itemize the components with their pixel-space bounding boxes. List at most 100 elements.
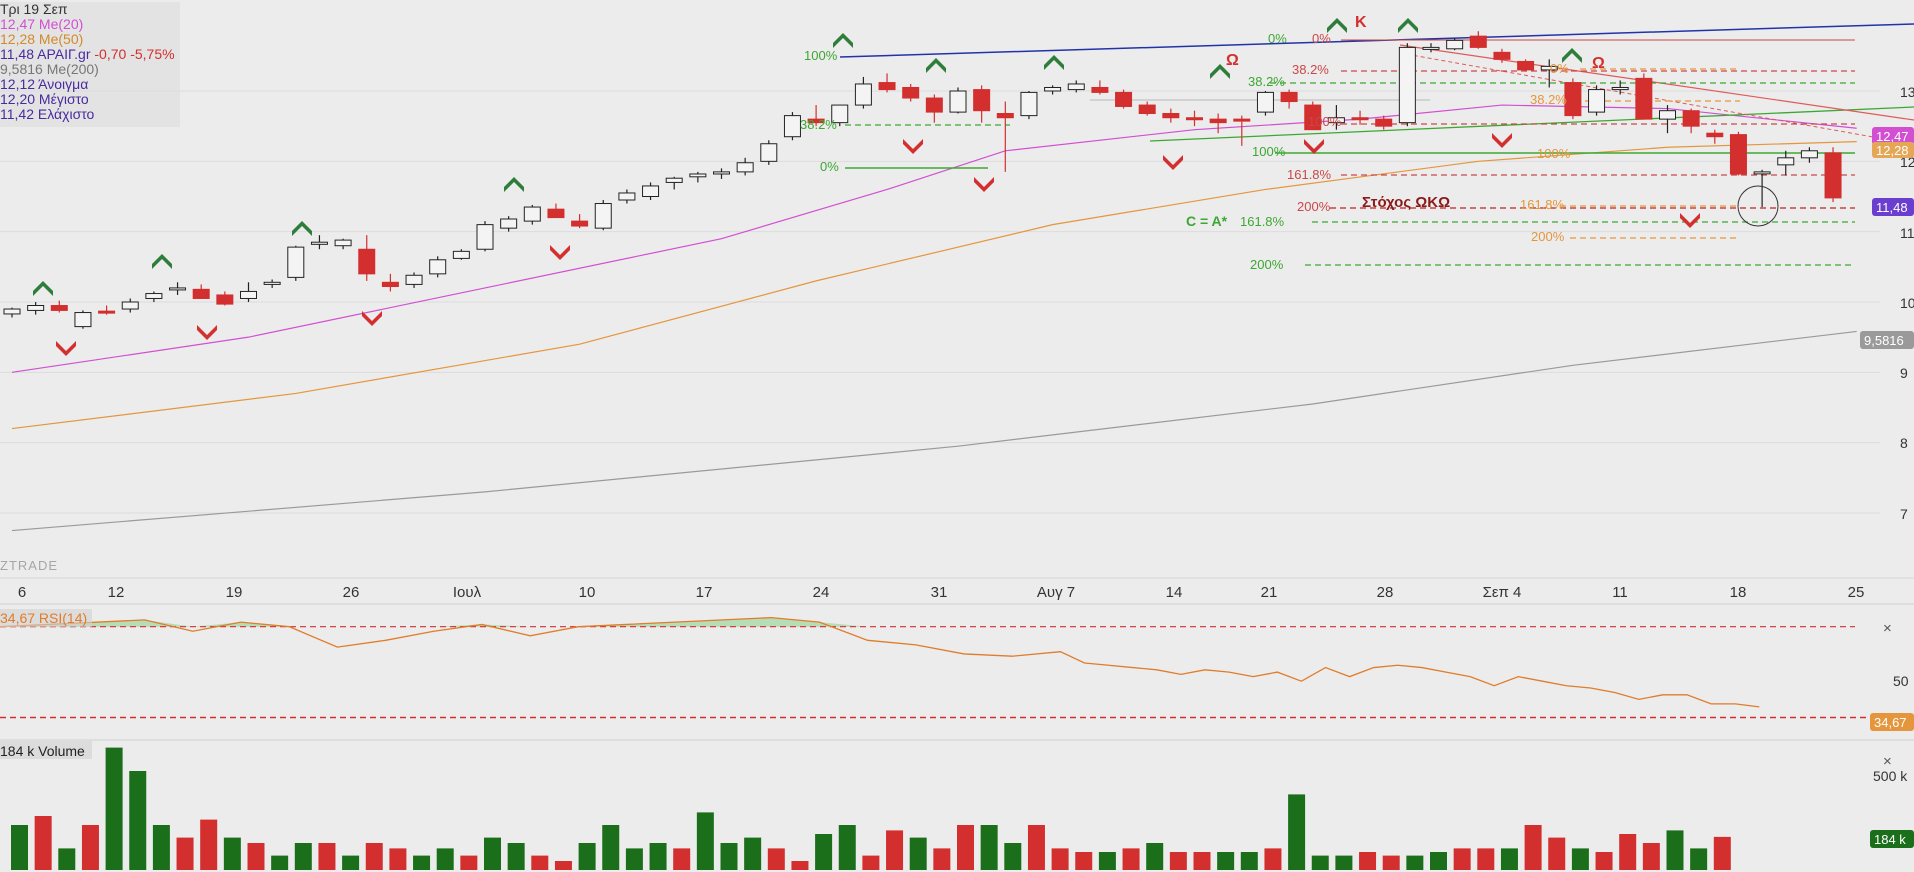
candle-2 <box>50 300 68 313</box>
signal-down-chevron <box>903 139 923 154</box>
volume-bar-50 <box>1193 852 1211 870</box>
candle-body <box>334 239 352 247</box>
signal-up-chevron <box>926 58 946 73</box>
candle-76 <box>1800 147 1818 163</box>
legend-date: Τρι 19 Σεπ <box>0 1 68 17</box>
candle-72 <box>1706 129 1724 144</box>
volume-bar-17 <box>413 855 431 870</box>
candle-body <box>1777 157 1795 166</box>
candle-30 <box>713 168 730 179</box>
signal-up-chevron <box>1398 18 1418 33</box>
candle-body <box>98 310 116 314</box>
moving-averages <box>11 104 1857 532</box>
fib-d-382: 38.2% <box>1530 92 1567 107</box>
volume-bar-32 <box>767 848 785 870</box>
ma20-badge: 12,47 <box>1876 129 1909 144</box>
candle-61 <box>1446 38 1464 51</box>
candle-36 <box>854 76 872 109</box>
time-label-9: Αυγ 7 <box>1037 584 1075 601</box>
price-tick-10: 10 <box>1900 295 1914 311</box>
k-label: K <box>1355 14 1367 31</box>
candle-body <box>996 113 1014 119</box>
volume-bar-25 <box>602 825 620 870</box>
ma20-badge-bg <box>1872 127 1914 145</box>
candle-32 <box>760 140 778 165</box>
volume-bar-42 <box>1004 843 1022 870</box>
time-label-12: 28 <box>1377 584 1394 601</box>
candle-body <box>1280 91 1298 103</box>
candle-33 <box>783 112 801 141</box>
candle-body <box>713 171 730 175</box>
candle-body <box>3 308 21 315</box>
signal-down-chevron <box>1680 213 1700 228</box>
candle-body <box>1209 118 1227 124</box>
candle-14 <box>334 238 352 250</box>
candle-body <box>27 305 45 311</box>
volume-close-button[interactable]: × <box>1883 753 1892 770</box>
candle-body <box>1186 117 1203 121</box>
ma200-badge: 9,5816 <box>1864 333 1904 348</box>
volume-bar-71 <box>1690 848 1708 870</box>
rsi-line <box>0 616 1760 708</box>
time-label-0: 6 <box>18 584 26 601</box>
fib-d-200: 200% <box>1531 229 1565 244</box>
signal-down-chevron <box>1492 133 1512 148</box>
candle-body <box>1398 46 1416 124</box>
candle-0 <box>3 307 21 318</box>
sell-signal-7 <box>1304 139 1324 154</box>
volume-bar-22 <box>531 855 549 870</box>
fib-b-labels: 0% 38.2% 100% 161.8% 200% <box>1240 31 1287 272</box>
fib-c-100: 100% <box>1308 114 1342 129</box>
price-tick-8: 8 <box>1900 435 1908 451</box>
volume-bar-12 <box>294 843 312 870</box>
candle-body <box>1162 113 1180 119</box>
time-label-14: 11 <box>1612 584 1628 601</box>
volume-bar-15 <box>365 843 383 870</box>
watermark: ZTRADE <box>0 558 58 573</box>
candle-12 <box>287 245 305 281</box>
volume-bar-0 <box>11 825 28 870</box>
price-badges: 12,47 12,28 11,48 9,5816 <box>1860 127 1914 349</box>
signal-up-chevron <box>504 177 524 192</box>
volume-bar-31 <box>744 837 762 870</box>
volume-bar-20 <box>484 837 501 870</box>
candle-22 <box>523 204 541 225</box>
volume-bar-38 <box>909 837 927 870</box>
ma200-line <box>11 330 1857 532</box>
volume-bar-14 <box>342 855 360 870</box>
volume-bar-70 <box>1666 830 1684 870</box>
candle-17 <box>405 272 423 288</box>
candle-body <box>1233 118 1251 122</box>
sell-signal-3 <box>550 245 570 260</box>
candle-body <box>310 241 328 245</box>
buy-signal-2 <box>292 221 312 236</box>
candle-16 <box>381 273 399 292</box>
candle-body <box>642 185 660 197</box>
volume-bar-49 <box>1169 852 1187 870</box>
candle-body <box>1256 91 1274 113</box>
volume-label: 184 k Volume <box>0 743 85 759</box>
fib-c-1618: 161.8% <box>1287 167 1332 182</box>
volume-bar-39 <box>933 848 951 870</box>
fib-b-1618: 161.8% <box>1240 214 1285 229</box>
time-label-7: 24 <box>813 584 830 601</box>
candle-body <box>1800 150 1818 159</box>
rsi-panel: 34,67 RSI(14) × 50 34,67 <box>0 603 1914 731</box>
candle-body <box>807 118 825 124</box>
ma50-badge-bg <box>1872 142 1914 158</box>
legend-symbol-price: 11,48 ΑΡΑΙΓ.gr <box>0 46 91 62</box>
time-label-15: 18 <box>1730 584 1747 601</box>
legend-low: 11,42 Ελάχιστο <box>0 106 95 122</box>
candle-body <box>1115 91 1133 107</box>
signal-up-chevron <box>152 254 172 269</box>
rsi-close-button[interactable]: × <box>1883 620 1892 637</box>
candle-body <box>1091 86 1109 93</box>
volume-bars <box>11 747 1731 870</box>
fib-d-labels: 0% 38.2% 100% 161.8% 200% <box>1520 61 1571 244</box>
time-label-4: Ιουλ <box>453 584 482 601</box>
candle-70 <box>1659 105 1676 134</box>
candle-7 <box>169 282 187 295</box>
volume-badge-bg <box>1870 830 1914 848</box>
candle-56 <box>1327 105 1345 130</box>
